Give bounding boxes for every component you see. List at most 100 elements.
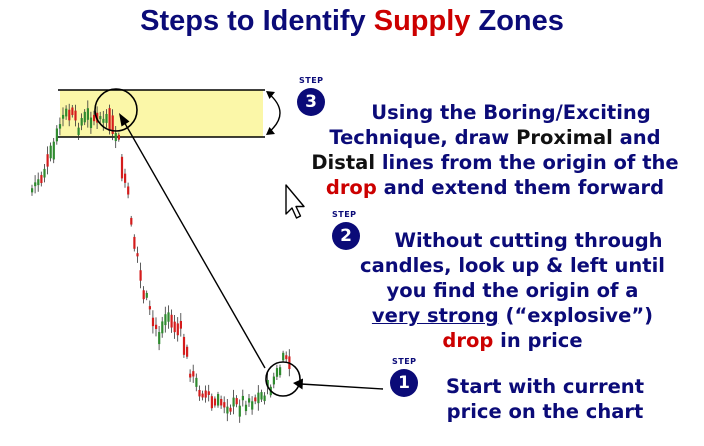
zone-brace-arrow: [267, 92, 281, 134]
step2-line1: Without cutting through: [394, 229, 663, 252]
bullish-candle: [161, 321, 164, 334]
bearish-candle: [223, 402, 226, 408]
bearish-candle: [182, 336, 186, 355]
title-suffix: Zones: [470, 5, 564, 37]
bullish-candle: [226, 406, 229, 414]
step2-badge: 2: [332, 222, 360, 250]
step3-drop: drop: [325, 176, 377, 199]
step2-line4: very strong (“explosive”): [330, 303, 695, 328]
bearish-candle: [285, 355, 288, 360]
step1-line1: Start with current: [445, 375, 645, 398]
bullish-candle: [257, 392, 260, 404]
bearish-candle: [213, 398, 217, 406]
candles: [31, 100, 291, 423]
bullish-candle: [65, 108, 68, 117]
bullish-candle: [80, 118, 83, 126]
step2-line5-rest: in price: [493, 329, 583, 352]
step1-badge: 1: [390, 369, 418, 397]
bullish-candle: [251, 401, 254, 410]
bearish-candle: [148, 306, 151, 310]
step2-line2: candles, look up & left until: [360, 254, 665, 277]
bullish-candle: [167, 312, 170, 322]
bearish-candle: [201, 393, 204, 398]
step2-text: Without cutting through candles, look up…: [330, 228, 695, 353]
zone-brace-arrowhead-bottom: [266, 127, 275, 135]
bullish-candle: [31, 188, 34, 193]
bullish-candle: [241, 395, 244, 401]
bearish-candle: [173, 321, 176, 333]
bearish-candle: [189, 373, 192, 378]
bullish-candle: [58, 124, 62, 129]
bearish-candle: [136, 253, 139, 257]
step3-badge: 3: [297, 88, 325, 116]
bullish-candle: [238, 405, 241, 417]
bearish-candle: [210, 396, 213, 409]
bearish-candle: [139, 270, 142, 281]
step1-line2: price on the chart: [446, 400, 644, 423]
bearish-candle: [198, 389, 201, 397]
step3-line2-a: Technique, draw: [329, 126, 517, 149]
step3-label: STEP: [299, 76, 324, 85]
bullish-candle: [263, 395, 266, 402]
bullish-candle: [217, 394, 220, 406]
supply-zone: [60, 90, 263, 137]
current-price-circle: [265, 361, 301, 397]
bullish-candle: [272, 376, 275, 385]
bearish-candle: [186, 346, 189, 357]
bullish-candle: [43, 168, 46, 178]
bearish-candle: [229, 407, 232, 412]
step1-arrow-line: [300, 383, 384, 390]
bearish-candle: [120, 156, 124, 179]
step1-label: STEP: [392, 357, 417, 366]
bullish-candle: [145, 292, 148, 298]
mouse-cursor-icon: [285, 184, 305, 219]
bullish-candle: [55, 128, 58, 142]
step2-drop: drop: [442, 329, 494, 352]
bullish-candle: [244, 404, 248, 412]
step2-line4-rest: (“explosive”): [498, 304, 654, 327]
bearish-candle: [68, 109, 71, 121]
bullish-candle: [83, 111, 86, 123]
bearish-candle: [133, 236, 136, 249]
bearish-candle: [40, 175, 43, 184]
bearish-candle: [117, 134, 120, 140]
step2-label: STEP: [332, 210, 357, 219]
bullish-candle: [232, 397, 235, 407]
bearish-candle: [235, 398, 238, 405]
bullish-candle: [279, 367, 282, 376]
bullish-candle: [34, 182, 37, 187]
step3-line1: Using the Boring/Exciting: [371, 101, 651, 124]
step3-line4-rest: and extend them forward: [376, 176, 665, 199]
bearish-candle: [108, 108, 111, 131]
origin-circle: [94, 88, 138, 132]
bullish-candle: [158, 332, 161, 345]
bullish-candle: [102, 118, 105, 123]
bullish-candle: [105, 113, 108, 123]
bullish-candle: [62, 114, 65, 119]
step3-line4: drop and extend them forward: [280, 175, 704, 200]
bullish-candle: [86, 108, 89, 120]
bearish-candle: [124, 173, 127, 183]
bearish-candle: [207, 391, 210, 395]
bullish-candle: [248, 398, 251, 403]
bullish-candle: [114, 133, 117, 142]
step3-distal: Distal: [311, 151, 376, 174]
bearish-candle: [176, 323, 179, 336]
step3-line3: Distal lines from the origin of the: [280, 150, 704, 175]
step1-arrowhead: [293, 378, 303, 390]
bullish-candle: [164, 314, 167, 326]
bullish-candle: [89, 117, 93, 129]
bearish-candle: [155, 324, 158, 329]
step2-very-strong: very strong: [371, 304, 499, 327]
bearish-candle: [142, 290, 145, 300]
connector-arrowhead: [119, 113, 130, 127]
step3-line2-c: and: [612, 126, 661, 149]
bearish-candle: [204, 390, 207, 398]
bearish-candle: [170, 314, 173, 328]
bearish-candle: [74, 110, 77, 121]
bearish-candle: [151, 317, 155, 327]
bearish-candle: [254, 397, 257, 402]
page-title: Steps to Identify Supply Zones: [0, 5, 704, 38]
